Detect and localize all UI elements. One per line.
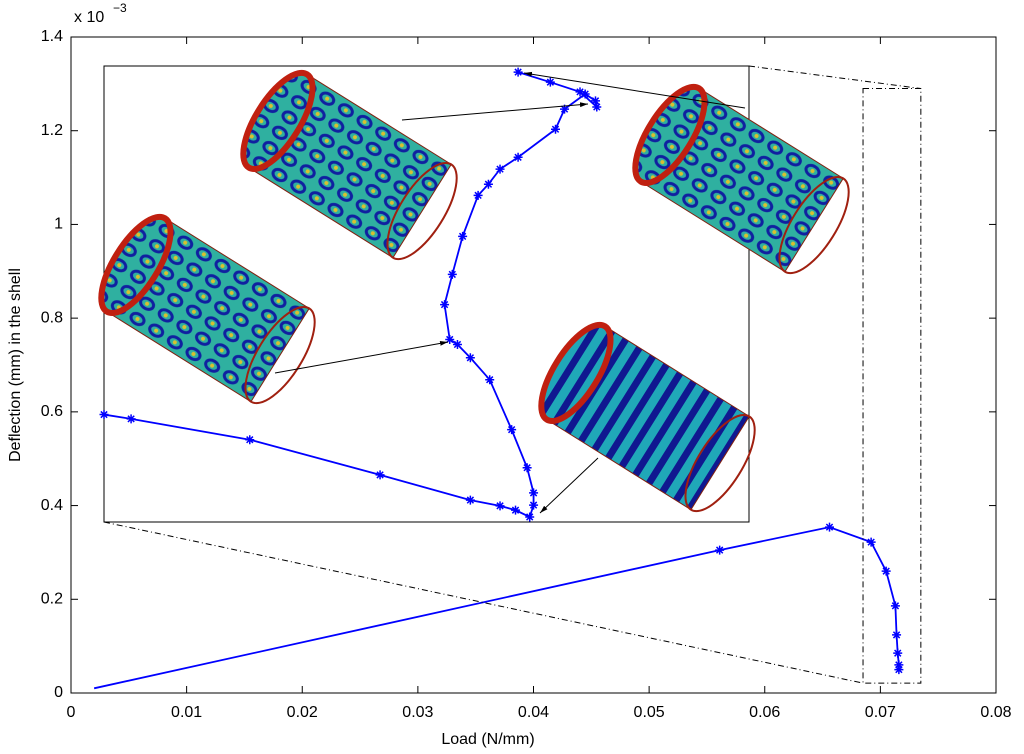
marker [592,102,602,112]
x-tick-label: 0.02 [287,704,318,721]
cylinder-end [244,305,316,405]
marker [893,648,903,658]
marker [575,87,585,97]
arrow [523,71,746,109]
marker [465,353,475,363]
marker [715,545,725,555]
marker [513,152,523,162]
marker [580,89,590,99]
marker [495,501,505,511]
cylinder-rim [98,213,174,317]
y-multiplier-exponent: −3 [113,1,127,15]
marker [894,660,904,670]
cylinder-end [684,413,756,513]
marker [245,435,255,445]
y-tick-label: 0 [54,684,63,701]
y-tick-label: 0.8 [41,309,63,326]
marker [458,231,468,241]
x-tick-label: 0.05 [634,704,665,721]
zoom-connector [103,521,864,684]
x-tick-label: 0.03 [402,704,433,721]
marker [590,96,600,106]
x-tick-label: 0.01 [171,704,202,721]
arrow [401,102,589,121]
marker [447,269,457,279]
cylinder-rim [538,321,614,425]
marker [522,463,532,473]
marker [866,537,876,547]
marker [440,300,450,310]
marker [525,512,535,522]
marker [529,488,539,498]
marker [890,601,900,611]
marker [495,164,505,174]
marker [513,67,523,77]
x-tick-label: 0.08 [980,704,1011,721]
marker [507,425,517,435]
cylinder-image [240,69,458,261]
marker [545,77,555,87]
cylinder-image [538,321,756,513]
marker [473,190,483,200]
marker [529,500,539,510]
marker [892,630,902,640]
marker [551,124,560,134]
y-tick-label: 0.4 [41,497,63,514]
line [93,526,900,690]
cylinder-rim [240,69,316,173]
y-multiplier: x 10 [74,9,104,26]
marker [445,334,455,344]
zoom-connector [748,65,921,90]
marker [881,566,891,576]
x-tick-label: 0.06 [749,704,780,721]
y-tick-label: 1.4 [41,28,63,45]
arrow [274,341,449,374]
cylinder-image [98,213,316,405]
marker [452,339,462,349]
cylinder-end [778,175,850,275]
cylinder-rim [632,83,708,187]
marker [825,522,834,532]
x-tick-label: 0 [67,704,76,721]
y-tick-label: 1 [54,216,63,233]
marker [99,410,109,420]
x-tick-label: 0.07 [865,704,896,721]
x-tick-label: 0.04 [518,704,549,721]
y-axis-label: Deflection (mm) in the shell [7,268,24,462]
marker [465,495,475,505]
cylinder-end [386,161,458,261]
y-tick-label: 1.2 [41,122,63,139]
marker [483,179,493,189]
marker [485,375,495,385]
y-tick-label: 0.2 [41,591,63,608]
zoom-box [862,88,922,684]
marker [560,104,570,114]
marker [375,470,385,480]
marker [511,505,521,515]
cylinder-image [632,83,850,275]
marker [126,414,136,424]
x-axis-label: Load (N/mm) [441,731,534,748]
arrow [539,457,599,514]
y-tick-label: 0.6 [41,403,63,420]
marker [894,665,904,675]
